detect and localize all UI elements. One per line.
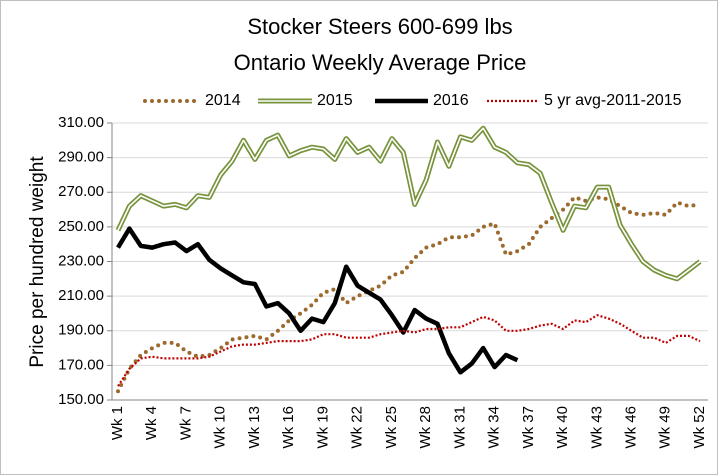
chart-subtitle: Ontario Weekly Average Price — [234, 50, 527, 75]
x-tick-label: Wk 13 — [246, 406, 263, 449]
x-tick-label: Wk 52 — [691, 406, 708, 449]
x-tick-label: Wk 19 — [314, 406, 331, 449]
x-tick-label: Wk 1 — [109, 406, 126, 440]
series-line — [116, 195, 702, 394]
y-tick-label: 230.00 — [58, 252, 104, 269]
x-tick-label: Wk 37 — [520, 406, 537, 449]
y-tick-label: 190.00 — [58, 322, 104, 339]
x-tick-label: Wk 16 — [280, 406, 297, 449]
x-tick-label: Wk 28 — [417, 406, 434, 449]
y-tick-label: 310.00 — [58, 114, 104, 131]
y-tick-label: 290.00 — [58, 149, 104, 166]
y-tick-label: 170.00 — [58, 356, 104, 373]
y-tick-label: 250.00 — [58, 218, 104, 235]
x-tick-label: Wk 10 — [212, 406, 229, 449]
y-axis-label: Price per hundred weight — [27, 156, 48, 368]
legend-label: 2015 — [317, 92, 353, 109]
x-tick-label: Wk 4 — [143, 406, 160, 440]
x-tick-label: Wk 25 — [383, 406, 400, 449]
y-tick-label: 150.00 — [58, 391, 104, 408]
x-tick-label: Wk 43 — [588, 406, 605, 449]
x-tick-label: Wk 40 — [554, 406, 571, 449]
x-tick-label: Wk 49 — [657, 406, 674, 449]
x-tick-label: Wk 7 — [177, 406, 194, 440]
legend-label: 2016 — [433, 92, 469, 109]
x-tick-label: Wk 34 — [486, 406, 503, 449]
legend-label: 5 yr avg-2011-2015 — [544, 92, 682, 109]
legend-label: 2014 — [205, 92, 241, 109]
chart-title: Stocker Steers 600-699 lbs — [247, 14, 512, 39]
x-tick-label: Wk 31 — [451, 406, 468, 449]
series-line — [116, 226, 519, 375]
x-tick-label: Wk 22 — [349, 406, 366, 449]
series-line-inner — [117, 127, 701, 280]
y-tick-label: 210.00 — [58, 287, 104, 304]
x-tick-label: Wk 46 — [622, 406, 639, 449]
y-tick-label: 270.00 — [58, 183, 104, 200]
